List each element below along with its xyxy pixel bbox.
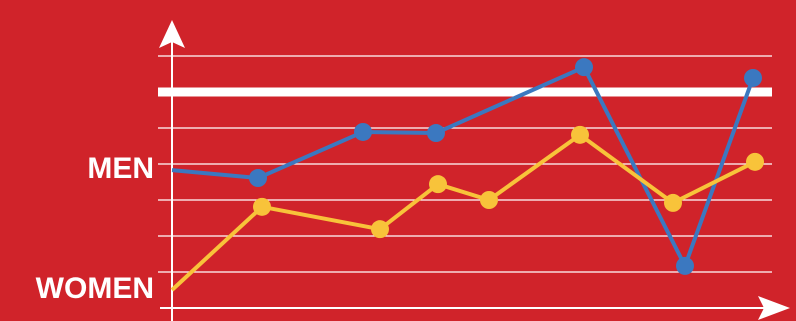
- series-line: [170, 132, 756, 292]
- y-axis-arrow: [159, 20, 185, 48]
- series-marker: [253, 197, 271, 216]
- series-marker: [354, 122, 372, 141]
- series-marker: [744, 68, 762, 87]
- series-marker: [480, 191, 498, 209]
- series-marker: [249, 169, 267, 188]
- series-marker: [676, 256, 694, 275]
- series-label: WOMEN: [36, 272, 154, 305]
- series-marker: [746, 152, 764, 171]
- series-marker: [371, 220, 389, 239]
- series-marker: [429, 175, 447, 194]
- series-marker: [575, 58, 593, 77]
- series-marker: [571, 125, 589, 144]
- series-marker: [664, 193, 682, 212]
- series-marker: [427, 124, 445, 143]
- x-axis-arrow: [758, 296, 790, 320]
- series-label: MEN: [87, 152, 154, 185]
